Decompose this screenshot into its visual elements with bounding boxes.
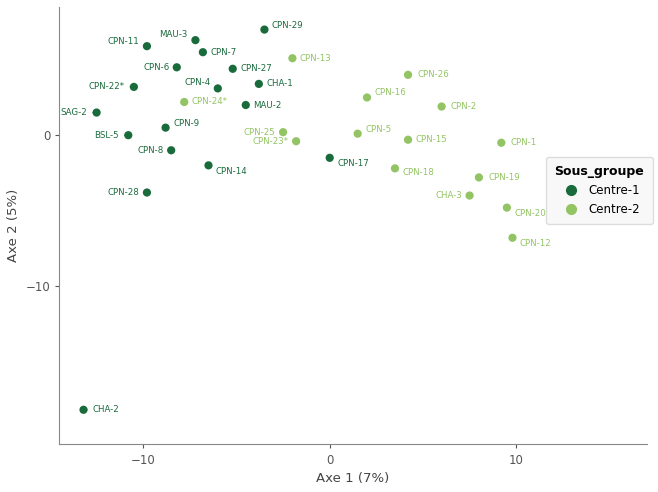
Point [179, 98, 190, 106]
Point [436, 103, 447, 111]
Text: CPN-28: CPN-28 [108, 188, 147, 197]
Text: CPN-4: CPN-4 [184, 78, 218, 89]
Text: CPN-23*: CPN-23* [253, 137, 296, 146]
Text: CPN-8: CPN-8 [138, 146, 171, 155]
Point [128, 83, 139, 91]
Point [172, 63, 182, 71]
Text: CPN-15: CPN-15 [408, 135, 447, 144]
Text: CPN-25: CPN-25 [244, 127, 283, 137]
Point [501, 204, 512, 212]
Text: CPN-6: CPN-6 [143, 63, 177, 72]
Point [287, 54, 297, 62]
Text: BSL-5: BSL-5 [94, 131, 126, 140]
Point [197, 48, 208, 56]
Point [228, 65, 238, 73]
Point [291, 137, 301, 145]
Point [465, 191, 475, 199]
Text: CHA-2: CHA-2 [86, 405, 120, 414]
Point [91, 109, 102, 117]
Text: CPN-20: CPN-20 [507, 208, 546, 218]
Point [141, 188, 152, 196]
Point [353, 130, 363, 138]
Text: CPN-16: CPN-16 [367, 89, 406, 97]
Text: CPN-2: CPN-2 [444, 102, 477, 111]
Point [390, 164, 400, 172]
Point [259, 26, 270, 33]
Y-axis label: Axe 2 (5%): Axe 2 (5%) [7, 189, 20, 262]
X-axis label: Axe 1 (7%): Axe 1 (7%) [316, 472, 390, 485]
Point [403, 71, 413, 79]
Point [253, 80, 264, 88]
Point [278, 128, 288, 136]
Point [141, 42, 152, 50]
Text: CPN-17: CPN-17 [330, 158, 369, 168]
Text: SAG-2: SAG-2 [61, 108, 94, 117]
Text: CPN-26: CPN-26 [411, 70, 449, 79]
Text: CPN-24*: CPN-24* [184, 97, 228, 106]
Text: SAG-1: SAG-1 [566, 179, 599, 188]
Point [324, 154, 335, 162]
Text: CPN-5: CPN-5 [358, 124, 392, 134]
Text: CPN-29: CPN-29 [265, 21, 303, 30]
Point [213, 85, 223, 92]
Text: CPN-9: CPN-9 [166, 119, 199, 127]
Point [507, 234, 518, 242]
Text: CPN-19: CPN-19 [482, 173, 520, 182]
Text: CPN-22*: CPN-22* [89, 82, 131, 92]
Point [190, 36, 201, 44]
Text: CPN-14: CPN-14 [209, 165, 247, 176]
Point [161, 123, 171, 131]
Text: CHA-1: CHA-1 [259, 79, 293, 89]
Text: CPN-7: CPN-7 [203, 48, 237, 57]
Text: MAU-2: MAU-2 [246, 100, 282, 110]
Text: CPN-1: CPN-1 [504, 138, 537, 147]
Text: CPN-11: CPN-11 [108, 37, 147, 46]
Point [362, 93, 372, 101]
Text: CPN-18: CPN-18 [395, 168, 434, 178]
Point [241, 101, 251, 109]
Point [203, 161, 214, 169]
Text: CPN-27: CPN-27 [233, 64, 272, 73]
Text: MAU-3: MAU-3 [160, 30, 195, 40]
Point [166, 146, 176, 154]
Text: CPN-12: CPN-12 [513, 238, 551, 248]
Point [403, 136, 413, 144]
Text: CHA-3: CHA-3 [436, 191, 470, 200]
Point [474, 174, 484, 182]
Point [123, 131, 134, 139]
Point [557, 180, 568, 187]
Text: CPN-13: CPN-13 [292, 54, 332, 63]
Point [78, 406, 89, 414]
Point [496, 139, 507, 147]
Legend: Centre-1, Centre-2: Centre-1, Centre-2 [546, 157, 653, 224]
